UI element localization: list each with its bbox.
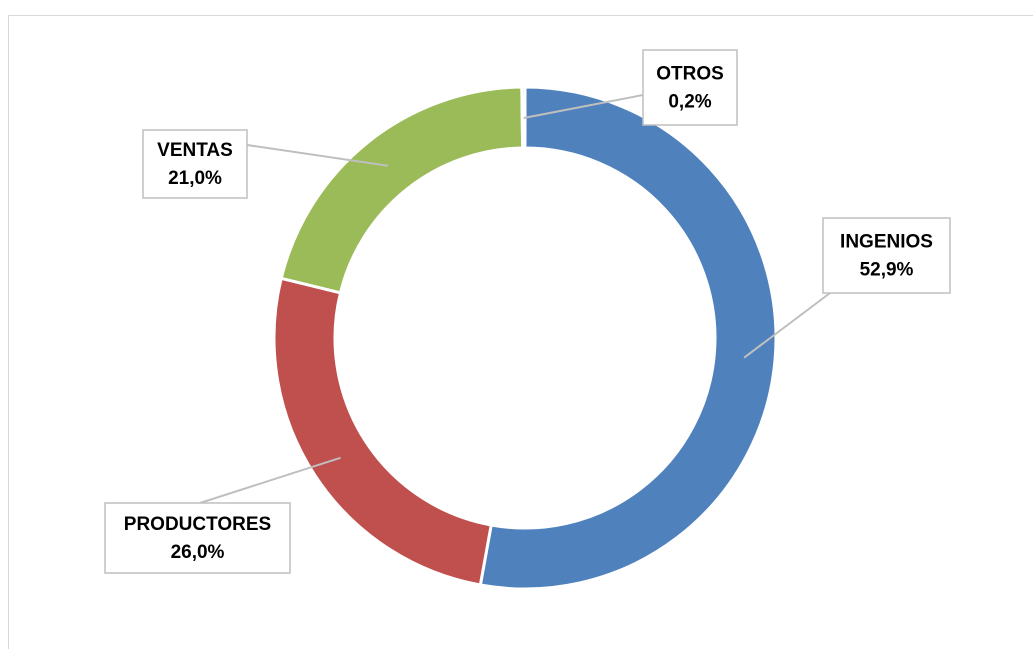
donut-segment <box>520 85 527 150</box>
donut-segment <box>478 85 778 591</box>
leader-line <box>523 94 644 119</box>
label-box <box>104 502 291 574</box>
leader-line <box>743 292 831 359</box>
data-label-name: PRODUCTORES <box>124 514 271 535</box>
leader-line <box>199 456 341 504</box>
data-label-value: 21,0% <box>168 168 222 189</box>
chart-frame <box>8 15 1033 649</box>
data-label-name: VENTAS <box>157 140 233 161</box>
data-label-value: 26,0% <box>171 542 225 563</box>
label-box <box>822 217 951 294</box>
data-label-value: 52,9% <box>860 260 914 281</box>
label-box <box>642 49 738 126</box>
donut-segment <box>272 276 493 587</box>
data-label-name: INGENIOS <box>840 232 933 253</box>
label-box <box>142 129 248 199</box>
data-label-value: 0,2% <box>668 92 711 113</box>
donut-segment <box>279 85 525 295</box>
leader-line <box>246 144 389 167</box>
data-label-name: OTROS <box>656 64 724 85</box>
